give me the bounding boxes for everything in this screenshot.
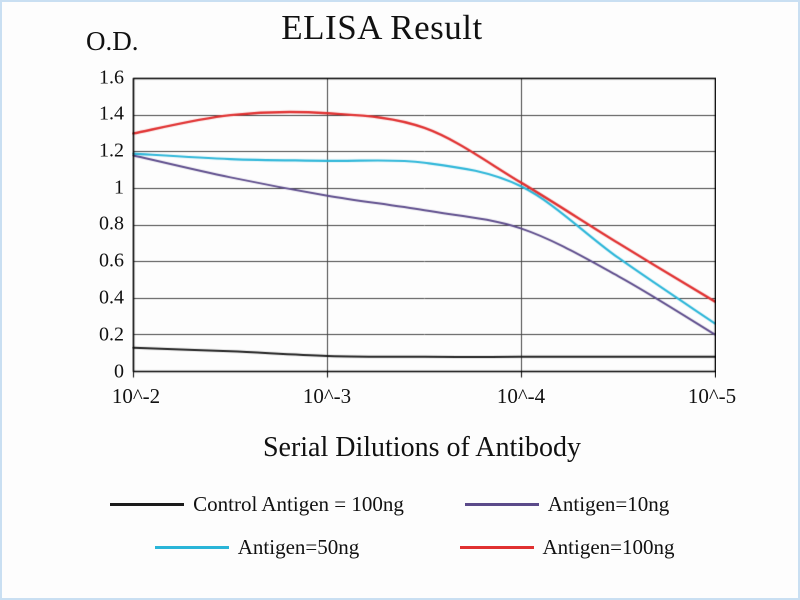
legend: Control Antigen = 100ng Antigen=10ng Ant… <box>102 492 722 560</box>
legend-label: Control Antigen = 100ng <box>193 492 404 516</box>
legend-line-antigen-50ng <box>154 546 229 549</box>
x-tick-label: 10^-3 <box>302 384 352 408</box>
legend-label: Antigen=10ng <box>547 492 670 516</box>
y-tick-label: 1.2 <box>99 139 124 162</box>
legend-item: Antigen=10ng <box>464 492 670 517</box>
y-tick-label: 0.8 <box>99 212 124 235</box>
legend-line-antigen-10ng <box>464 503 539 506</box>
legend-label: Antigen=50ng <box>237 535 360 559</box>
y-tick-label: 0.4 <box>99 286 124 309</box>
x-tick-label: 10^-2 <box>111 384 161 408</box>
y-axis-label: O.D. <box>86 26 139 56</box>
y-tick-label: 1.6 <box>99 66 124 89</box>
x-axis-label: Serial Dilutions of Antibody <box>262 432 582 463</box>
y-tick-label: 1 <box>114 176 124 199</box>
legend-item: Antigen=100ng <box>459 535 675 560</box>
y-tick-label: 1.4 <box>99 102 124 125</box>
y-tick-label: 0 <box>114 360 124 383</box>
legend-item: Antigen=50ng <box>154 535 360 560</box>
plot-area <box>132 77 716 381</box>
x-tick-label: 10^-5 <box>687 384 737 408</box>
legend-line-control <box>110 503 185 506</box>
legend-line-antigen-100ng <box>459 546 534 549</box>
x-tick-label: 10^-4 <box>496 384 546 408</box>
y-tick-label: 0.6 <box>99 249 124 272</box>
legend-label: Antigen=100ng <box>542 535 675 559</box>
y-tick-label: 0.2 <box>99 323 124 346</box>
legend-item: Control Antigen = 100ng <box>110 492 404 517</box>
chart-title: ELISA Result <box>281 8 483 47</box>
